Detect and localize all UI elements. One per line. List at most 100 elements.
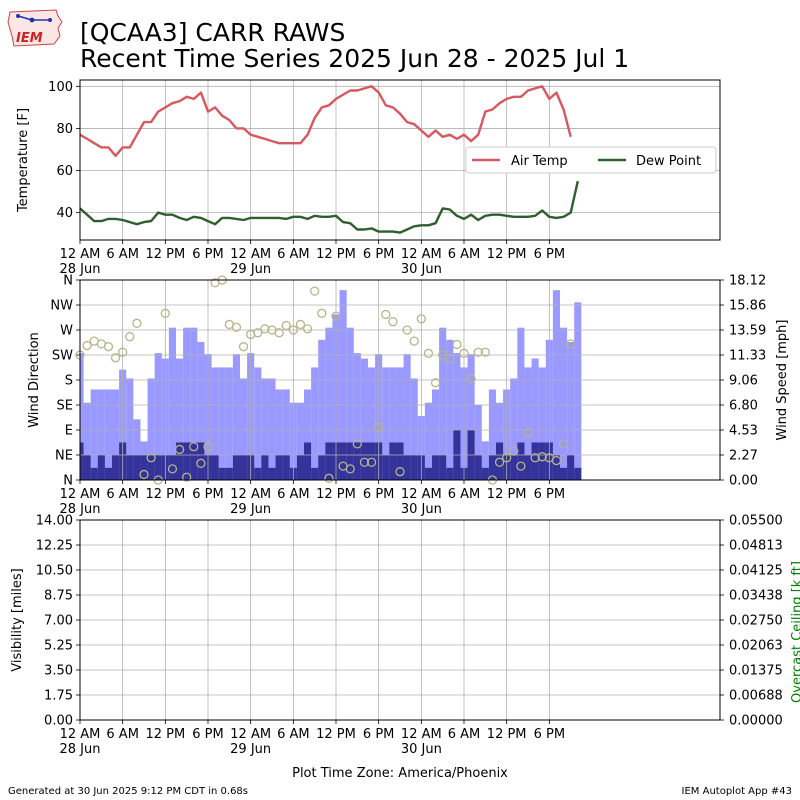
direction-tick-label: N	[63, 474, 73, 489]
wind-direction-point	[466, 374, 476, 384]
direction-tick-label: W	[60, 324, 73, 339]
wind-speed-bar	[496, 402, 504, 480]
wind-direction-point	[103, 342, 114, 352]
wind-gust-bar	[154, 454, 162, 480]
wind-gust-bar	[481, 467, 489, 480]
wind-gust-bar	[168, 454, 176, 480]
wind-speed-bar	[567, 342, 575, 480]
wind-speed-bar	[560, 327, 568, 480]
x-tick-label: 6 AM	[448, 247, 481, 262]
x-tick-label: 12 PM	[145, 487, 185, 502]
wind-direction-point	[253, 328, 263, 338]
wind-speed-bar	[325, 327, 333, 480]
wind-gust-bar	[240, 454, 248, 480]
wind-speed-bar	[524, 367, 532, 480]
wind-gust-bar	[176, 442, 184, 480]
visibility-tick-label: 14.00	[36, 514, 73, 529]
wind-direction-point	[502, 453, 512, 463]
wind-direction-point	[381, 309, 391, 320]
wind-speed-bar	[339, 290, 347, 480]
x-tick-label: 12 PM	[145, 247, 185, 262]
wind-direction-point	[174, 444, 185, 455]
wind-speed-bar	[90, 389, 98, 480]
wind-speed-bar	[126, 378, 134, 480]
wind-gust-bar	[325, 442, 333, 480]
wind-gust-bar	[439, 454, 447, 480]
visibility-tick-label: 5.25	[44, 639, 73, 654]
wind-direction-point	[452, 339, 462, 350]
wind-gust-bar	[474, 454, 482, 480]
wind-gust-bar	[346, 442, 354, 480]
wind-speed-bar	[368, 367, 376, 480]
wind-speed-bar	[353, 353, 361, 480]
wind-gust-bar	[410, 454, 418, 480]
x-tick-label: 6 AM	[106, 247, 139, 262]
wind-direction-point	[395, 467, 405, 477]
wind-direction-point	[366, 457, 377, 467]
direction-tick-label: N	[63, 274, 73, 289]
wind-direction-point	[352, 439, 362, 449]
wind-direction-point	[359, 457, 370, 467]
visibility-tick-label: 10.50	[36, 564, 73, 579]
wind-gust-bar	[560, 467, 568, 480]
wind-direction-point	[409, 336, 419, 346]
wind-speed-bar	[232, 354, 240, 480]
ceiling-tick-label: 0.01375	[729, 664, 783, 679]
wind-direction-point	[416, 314, 426, 324]
direction-tick-label: S	[65, 374, 73, 389]
direction-tick-label: SW	[52, 349, 73, 364]
wind-direction-point	[167, 464, 178, 474]
plot-frame	[79, 279, 721, 481]
iowa-map-logo-icon: IEM	[7, 9, 63, 47]
wind-direction-point	[438, 350, 448, 360]
x-tick-label: 6 AM	[277, 247, 310, 262]
direction-tick-label: E	[65, 424, 73, 439]
wind-speed-bar	[240, 378, 248, 480]
wind-direction-point	[132, 318, 142, 328]
wind-speed-bar	[481, 441, 489, 480]
plot-frame	[79, 79, 721, 241]
x-tick-label: 6 AM	[106, 727, 139, 742]
x-tick-label: 6 PM	[363, 247, 394, 262]
wind-direction-point	[82, 340, 92, 351]
wind-direction-point	[324, 473, 334, 483]
x-date-label: 29 Jun	[230, 502, 271, 517]
wind-gust-bar	[403, 454, 411, 480]
y-tick-label: 80	[56, 122, 73, 137]
wind-speed-bar	[474, 404, 482, 480]
wind-gust-bar	[261, 454, 269, 480]
ceiling-axis-label: Overcast Ceiling [k ft]	[790, 561, 800, 703]
visibility-tick-label: 1.75	[44, 689, 73, 704]
wind-gust-bar	[389, 442, 397, 480]
wind-gust-bar	[211, 454, 219, 480]
wind-gust-bar	[275, 454, 283, 480]
wind-gust-bar	[353, 442, 361, 480]
x-tick-label: 6 PM	[363, 487, 394, 502]
wind-direction-point	[459, 348, 469, 358]
wind-gust-bar	[524, 454, 532, 480]
wind-speed-bar	[268, 378, 276, 480]
wind-speed-bar	[488, 389, 496, 480]
wind-speed-bar	[346, 327, 354, 480]
legend-box	[465, 146, 717, 174]
x-tick-label: 12 PM	[487, 487, 527, 502]
legend-air-temp-label: Air Temp	[511, 154, 568, 169]
wind-speed-bar	[424, 402, 432, 480]
wind-direction-axis-label: Wind Direction	[27, 332, 42, 428]
wind-gust-bar	[496, 442, 504, 480]
x-tick-label: 12 AM	[401, 247, 442, 262]
x-tick-label: 12 PM	[316, 247, 356, 262]
ceiling-tick-label: 0.02063	[729, 639, 783, 654]
wind-direction-point	[238, 342, 249, 352]
wind-gust-bar	[140, 454, 148, 480]
wind-speed-bar	[190, 327, 198, 480]
x-tick-label: 12 AM	[401, 727, 442, 742]
wind-speed-bar	[360, 358, 368, 480]
wind-direction-point	[281, 320, 291, 331]
ceiling-tick-label: 0.04813	[729, 539, 783, 554]
wind-speed-bar	[389, 367, 397, 480]
wind-speed-bar	[396, 367, 404, 480]
ceiling-tick-label: 0.02750	[729, 614, 783, 629]
wind-speed-bar	[439, 327, 447, 480]
